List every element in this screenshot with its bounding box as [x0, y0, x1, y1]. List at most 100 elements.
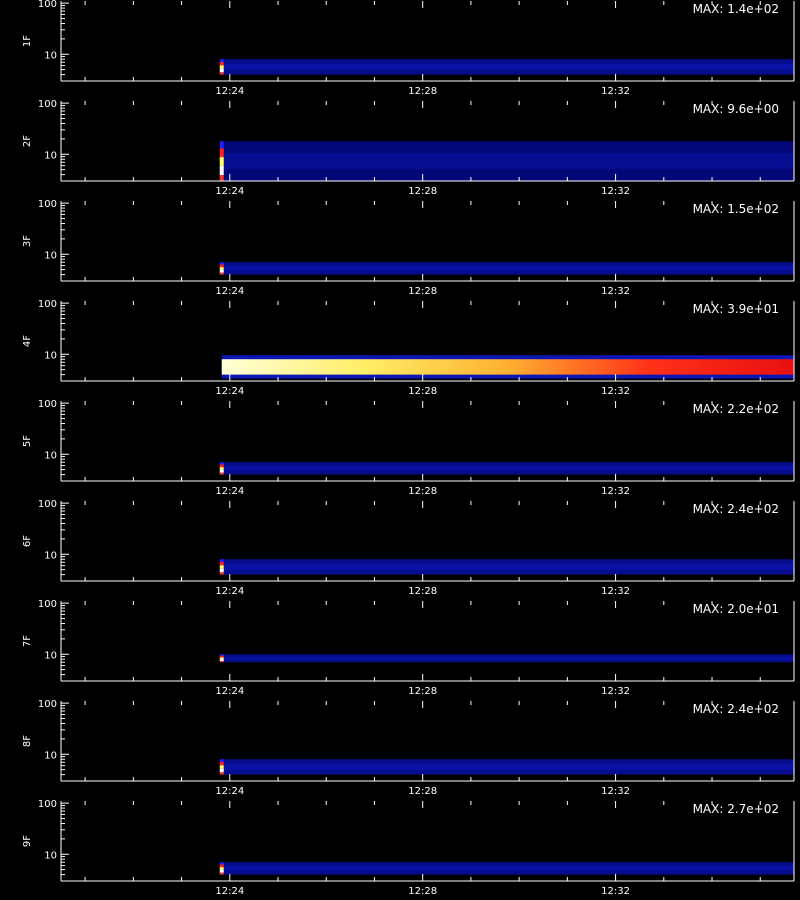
onset-spike-segment: [219, 869, 224, 873]
y-tick-label: 10: [44, 150, 57, 161]
onset-spike-segment: [219, 872, 224, 875]
y-tick-label: 10: [44, 850, 57, 861]
onset-spike-segment: [219, 561, 224, 566]
x-tick-label: 12:24: [215, 86, 244, 97]
onset-spike-segment: [219, 772, 224, 775]
onset-spike-segment: [219, 59, 224, 62]
onset-spike-segment: [219, 469, 224, 473]
x-tick-label: 12:24: [215, 886, 244, 897]
heat-band-center: [221, 763, 795, 770]
y-tick-label: 10: [44, 250, 57, 261]
x-tick-label: 12:28: [408, 586, 437, 597]
panel-label: 9F: [22, 835, 33, 847]
panel-label: 6F: [22, 535, 33, 547]
x-tick-label: 12:32: [601, 86, 630, 97]
onset-spike-segment: [219, 565, 224, 569]
max-label: MAX: 9.6e+00: [693, 102, 779, 116]
onset-spike-segment: [219, 761, 224, 766]
panel-5f: 10 100 12:24 12:28 12:32 5F MAX: 2.2e+02: [22, 399, 795, 497]
y-tick-label: 100: [38, 99, 57, 110]
x-tick-label: 12:24: [215, 386, 244, 397]
onset-spike-segment: [219, 862, 224, 865]
onset-spike-segment: [219, 165, 224, 176]
panel-3f: 10 100 12:24 12:28 12:32 3F MAX: 1.5e+02: [22, 199, 795, 297]
max-label: MAX: 2.2e+02: [693, 402, 779, 416]
heat-band-center: [221, 265, 795, 271]
x-tick-label: 12:32: [601, 786, 630, 797]
onset-spike-segment: [219, 765, 224, 769]
x-tick-label: 12:28: [408, 686, 437, 697]
x-tick-label: 12:28: [408, 186, 437, 197]
y-tick-label: 100: [38, 299, 57, 310]
onset-spike-segment: [219, 655, 224, 658]
max-label: MAX: 2.4e+02: [693, 502, 779, 516]
onset-spike-segment: [219, 267, 224, 270]
onset-spike-segment: [219, 141, 224, 149]
onset-spike-segment: [219, 269, 224, 273]
onset-spike-segment: [219, 462, 224, 465]
onset-spike-segment: [219, 568, 224, 573]
panel-9f: 10 100 12:24 12:28 12:32 9F MAX: 2.7e+02: [22, 799, 795, 897]
panel-1f: 10 100 12:24 12:28 12:32 1F MAX: 1.4e+02: [22, 0, 795, 97]
y-tick-label: 100: [38, 199, 57, 210]
y-tick-label: 10: [44, 650, 57, 661]
onset-spike-segment: [219, 864, 224, 868]
onset-spike-segment: [219, 68, 224, 73]
y-tick-label: 100: [38, 699, 57, 710]
heat-band-center: [221, 656, 795, 660]
onset-spike-segment: [219, 654, 224, 656]
onset-spike-segment: [219, 72, 224, 75]
x-tick-label: 12:24: [215, 186, 244, 197]
y-tick-label: 10: [44, 550, 57, 561]
max-label: MAX: 1.4e+02: [693, 2, 779, 16]
onset-spike-segment: [219, 467, 224, 470]
panel-label: 2F: [22, 135, 33, 147]
onset-spike-segment: [219, 572, 224, 575]
x-tick-label: 12:32: [601, 186, 630, 197]
x-tick-label: 12:32: [601, 686, 630, 697]
y-tick-label: 100: [38, 499, 57, 510]
panel-label: 4F: [22, 335, 33, 347]
x-tick-label: 12:24: [215, 786, 244, 797]
x-tick-label: 12:32: [601, 486, 630, 497]
onset-spike-segment: [219, 175, 224, 181]
onset-spike-segment: [219, 659, 224, 661]
y-tick-label: 100: [38, 599, 57, 610]
x-tick-label: 12:28: [408, 86, 437, 97]
y-tick-label: 10: [44, 750, 57, 761]
max-label: MAX: 2.4e+02: [693, 702, 779, 716]
x-tick-label: 12:32: [601, 586, 630, 597]
panel-label: 3F: [22, 235, 33, 247]
panel-label: 7F: [22, 635, 33, 647]
max-label: MAX: 1.5e+02: [693, 202, 779, 216]
max-label: MAX: 2.7e+02: [693, 802, 779, 816]
onset-spike-segment: [219, 157, 224, 166]
onset-spike-segment: [219, 148, 224, 158]
onset-spike-segment: [219, 657, 224, 660]
panel-8f: 10 100 12:24 12:28 12:32 8F MAX: 2.4e+02: [22, 699, 795, 797]
y-tick-label: 100: [38, 799, 57, 810]
onset-spike-segment: [219, 464, 224, 468]
x-tick-label: 12:32: [601, 386, 630, 397]
heat-band-core: [221, 359, 795, 375]
x-tick-label: 12:24: [215, 486, 244, 497]
x-tick-label: 12:28: [408, 486, 437, 497]
x-tick-label: 12:28: [408, 886, 437, 897]
x-tick-label: 12:28: [408, 786, 437, 797]
max-label: MAX: 2.0e+01: [693, 602, 779, 616]
x-tick-label: 12:32: [601, 286, 630, 297]
x-tick-label: 12:24: [215, 586, 244, 597]
onset-spike-segment: [219, 272, 224, 275]
panel-6f: 10 100 12:24 12:28 12:32 6F MAX: 2.4e+02: [22, 499, 795, 597]
onset-spike-segment: [219, 559, 224, 562]
onset-spike-segment: [219, 472, 224, 475]
panel-label: 8F: [22, 735, 33, 747]
onset-spike-segment: [219, 867, 224, 870]
y-tick-label: 100: [38, 399, 57, 410]
x-tick-label: 12:28: [408, 286, 437, 297]
panel-label: 5F: [22, 435, 33, 447]
onset-spike-segment: [219, 61, 224, 66]
max-label: MAX: 3.9e+01: [693, 302, 779, 316]
panel-7f: 10 100 12:24 12:28 12:32 7F MAX: 2.0e+01: [22, 599, 795, 697]
